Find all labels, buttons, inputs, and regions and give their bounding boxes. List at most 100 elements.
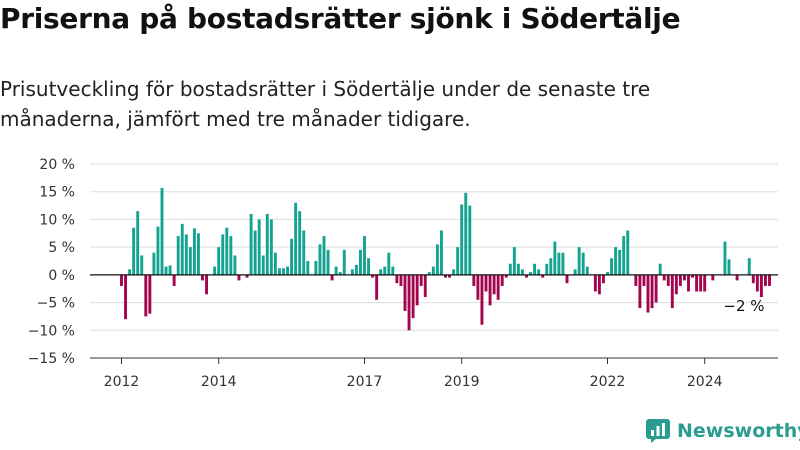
bar bbox=[188, 247, 192, 275]
bar bbox=[411, 274, 415, 319]
bar bbox=[407, 274, 411, 331]
bar bbox=[156, 226, 160, 275]
bar bbox=[322, 236, 326, 275]
bar bbox=[593, 274, 597, 292]
bar bbox=[496, 274, 500, 300]
y-tick-label: 20 % bbox=[39, 157, 75, 173]
bar bbox=[419, 274, 423, 286]
bar bbox=[124, 274, 128, 320]
latest-value-annotation: −2 % bbox=[723, 297, 764, 315]
bar bbox=[500, 274, 504, 286]
bar bbox=[253, 230, 257, 275]
bar bbox=[221, 234, 225, 275]
x-tick-label: 2012 bbox=[104, 374, 140, 390]
bar bbox=[508, 263, 512, 275]
bar bbox=[488, 274, 492, 306]
bar bbox=[476, 274, 480, 300]
bar bbox=[265, 213, 269, 275]
bar bbox=[403, 274, 407, 311]
bar bbox=[610, 258, 614, 275]
bar bbox=[298, 211, 302, 275]
bar bbox=[468, 205, 472, 275]
y-axis-tick-labels: 20 % 15 % 10 % 5 % 0 % −5 % −10 % −15 % bbox=[28, 157, 75, 367]
bar bbox=[456, 247, 460, 275]
bars bbox=[120, 187, 771, 331]
bar bbox=[638, 274, 642, 309]
bar bbox=[148, 274, 152, 314]
bar bbox=[128, 269, 132, 275]
bar bbox=[395, 274, 399, 284]
bar bbox=[504, 274, 508, 278]
bar bbox=[363, 236, 366, 275]
bar bbox=[237, 274, 241, 281]
bar bbox=[723, 241, 727, 275]
bar bbox=[682, 274, 686, 281]
bar bbox=[371, 274, 375, 278]
bar bbox=[492, 274, 496, 295]
bar bbox=[286, 266, 290, 275]
bar bbox=[622, 236, 626, 275]
bar bbox=[601, 274, 605, 284]
bar bbox=[464, 192, 468, 275]
bar bbox=[751, 274, 755, 284]
bar bbox=[460, 204, 464, 275]
bar bbox=[561, 252, 565, 275]
x-tick-label: 2014 bbox=[201, 374, 237, 390]
bar bbox=[537, 269, 541, 275]
bar bbox=[516, 263, 520, 275]
bar bbox=[484, 274, 488, 292]
bar-chart: 20 %15 %10 %5 %0 %−5 %−10 %−15 % 2012 201… bbox=[28, 157, 778, 390]
bar bbox=[557, 252, 561, 275]
bar bbox=[180, 223, 184, 275]
bar bbox=[192, 228, 196, 275]
bar bbox=[326, 249, 330, 275]
bar bbox=[120, 274, 123, 286]
bar bbox=[699, 274, 703, 292]
bar bbox=[383, 266, 387, 275]
y-tick-label: −5 % bbox=[37, 296, 75, 312]
bar bbox=[302, 230, 306, 275]
y-tick-label: −15 % bbox=[28, 351, 75, 367]
bar bbox=[431, 266, 435, 275]
bar bbox=[152, 252, 156, 275]
bar bbox=[626, 230, 630, 275]
bar bbox=[273, 252, 277, 275]
bar bbox=[549, 258, 553, 275]
bar bbox=[435, 244, 439, 275]
bar bbox=[168, 265, 172, 275]
newsworthy-logo-icon bbox=[646, 419, 670, 443]
y-tick-label: 0 % bbox=[48, 268, 75, 284]
bar bbox=[160, 187, 164, 275]
bar bbox=[269, 219, 273, 275]
bar bbox=[565, 274, 569, 284]
bar bbox=[674, 274, 678, 295]
bar bbox=[533, 263, 537, 275]
bar bbox=[695, 274, 699, 292]
bar bbox=[666, 274, 670, 286]
bar bbox=[759, 274, 763, 298]
bar bbox=[330, 274, 334, 281]
bar bbox=[342, 249, 346, 275]
bar bbox=[164, 266, 168, 275]
bar bbox=[448, 274, 452, 278]
bar bbox=[140, 255, 144, 275]
bar bbox=[768, 274, 771, 286]
bar bbox=[423, 274, 427, 298]
x-axis-ticks: 2012 2014 2017 2019 2022 2024 bbox=[104, 358, 723, 390]
bar bbox=[670, 274, 674, 309]
bar bbox=[444, 274, 447, 278]
x-tick-label: 2019 bbox=[444, 374, 480, 390]
bar bbox=[541, 274, 545, 278]
bar bbox=[703, 274, 707, 292]
bar bbox=[306, 261, 310, 275]
bar bbox=[480, 274, 484, 325]
bar bbox=[282, 268, 285, 275]
x-tick-label: 2024 bbox=[687, 374, 723, 390]
bar bbox=[350, 269, 354, 275]
bar bbox=[553, 241, 557, 275]
bar bbox=[529, 272, 533, 275]
bar bbox=[184, 234, 188, 275]
bar bbox=[217, 247, 221, 275]
bar bbox=[472, 274, 476, 286]
bar bbox=[201, 274, 204, 281]
